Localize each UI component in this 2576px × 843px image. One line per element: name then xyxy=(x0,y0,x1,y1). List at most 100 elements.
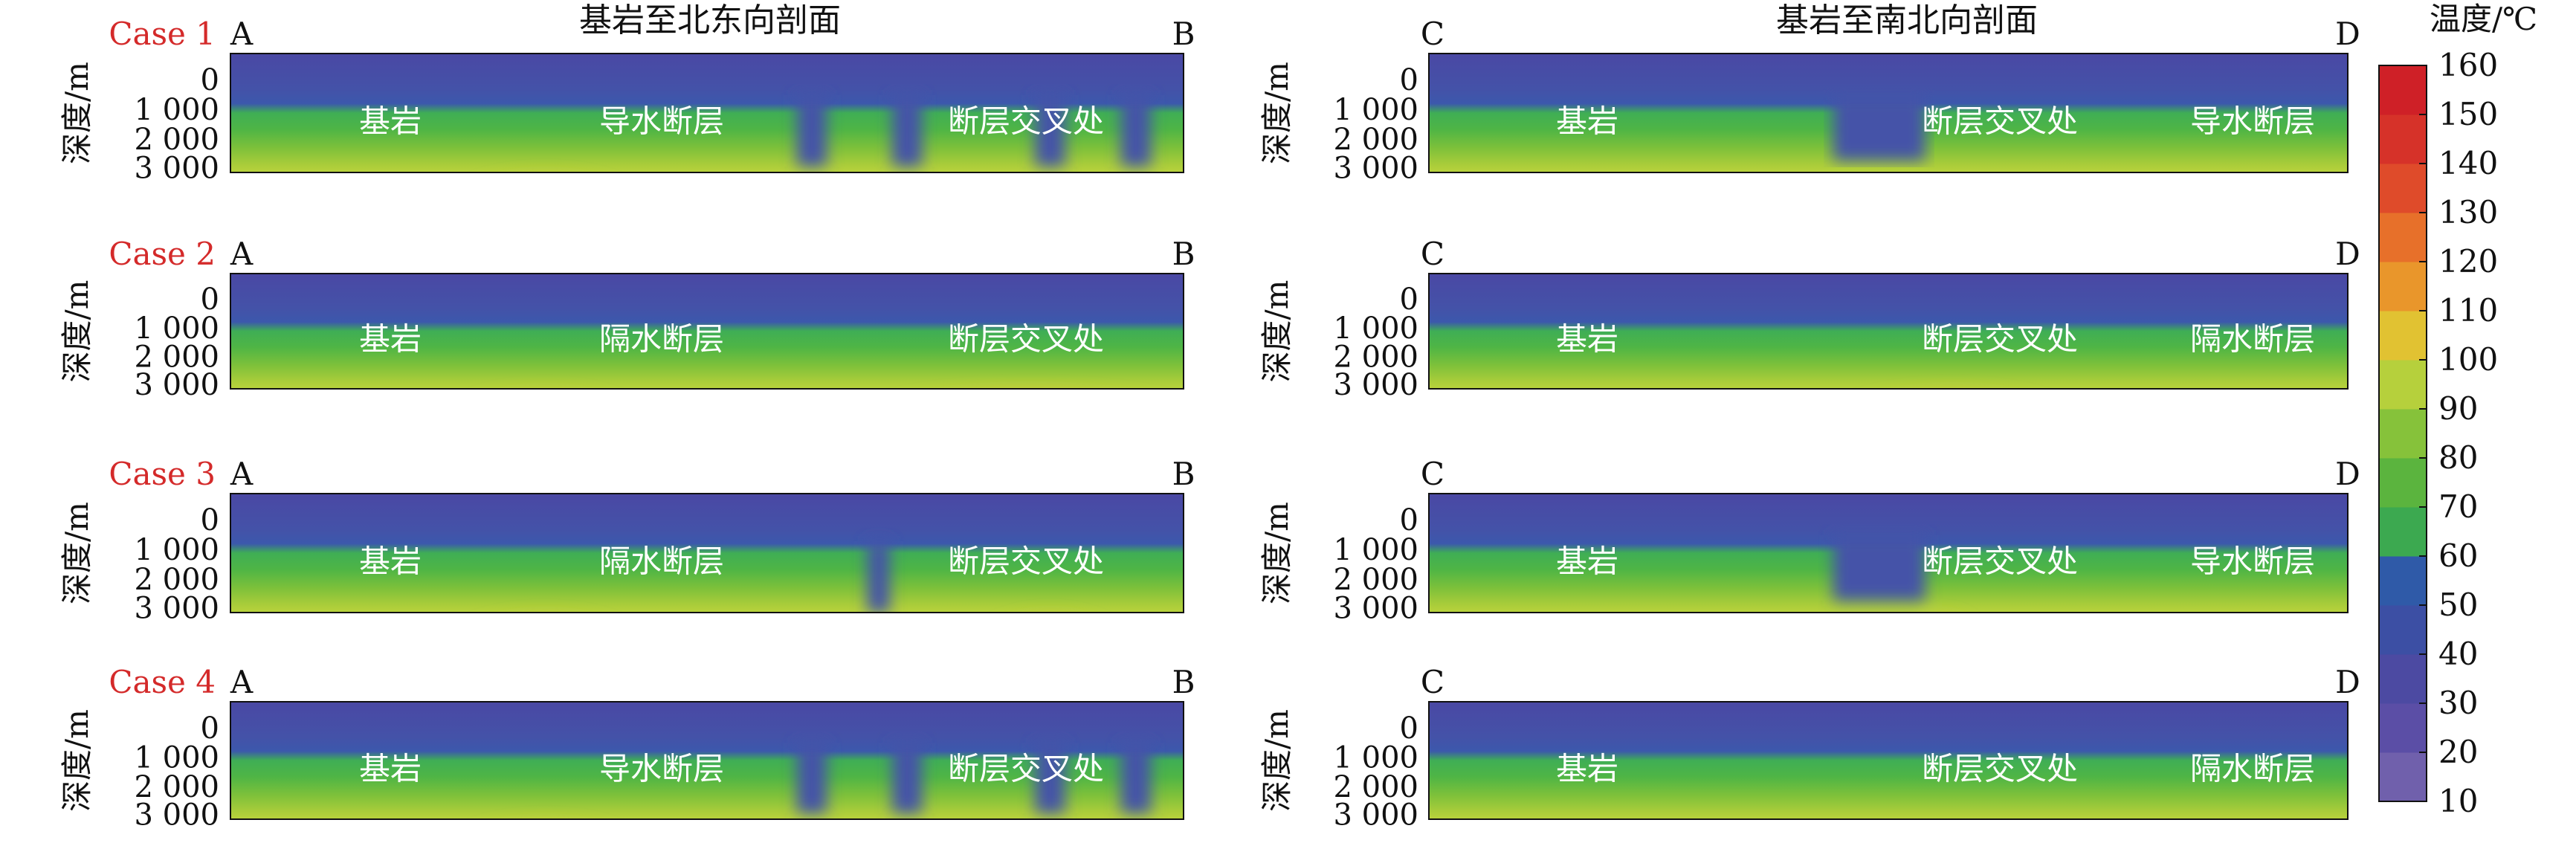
colorbar-bin xyxy=(2379,164,2427,213)
region-label: 隔水断层 xyxy=(599,543,724,580)
cold-incursion xyxy=(1120,743,1151,814)
section-start-label: A xyxy=(230,236,254,272)
colorbar-bin xyxy=(2379,752,2427,802)
colorbar-tick-label: 90 xyxy=(2438,390,2478,427)
colorbar-bin xyxy=(2379,262,2427,311)
heatmap-field xyxy=(230,702,1184,819)
y-tick-label: 0 xyxy=(1400,282,1418,317)
region-label: 断层交叉处 xyxy=(948,543,1104,580)
y-tick-label: 0 xyxy=(201,282,219,317)
region-label: 隔水断层 xyxy=(2190,320,2315,357)
colorbar-bin xyxy=(2379,409,2427,459)
y-tick-label: 3 000 xyxy=(1333,368,1418,402)
colorbar-tick-label: 80 xyxy=(2438,439,2478,476)
region-label: 断层交叉处 xyxy=(1922,320,2078,357)
region-label: 基岩 xyxy=(359,543,422,580)
region-label: 断层交叉处 xyxy=(1922,103,2078,140)
y-tick-label: 2 000 xyxy=(134,563,219,597)
plot-frame xyxy=(1428,53,2349,173)
colorbar-tick-label: 10 xyxy=(2438,783,2478,819)
y-axis-label: 深度/m xyxy=(1259,280,1295,383)
y-axis-label: 深度/m xyxy=(1259,502,1295,604)
colorbar-frame xyxy=(2378,65,2427,802)
temperature-gradient xyxy=(230,702,1184,819)
section-end-label: B xyxy=(1172,456,1195,492)
section-end-label: D xyxy=(2335,664,2360,700)
region-label: 基岩 xyxy=(1556,320,1618,357)
heatmap-field xyxy=(1429,494,2348,613)
colorbar-bin xyxy=(2379,114,2427,164)
colorbar-tick-label: 150 xyxy=(2438,96,2498,132)
cold-incursion xyxy=(797,743,827,814)
temperature-gradient xyxy=(230,54,1184,172)
colorbar-tick-label: 130 xyxy=(2438,194,2498,230)
colorbar-bin xyxy=(2379,360,2427,410)
region-label: 基岩 xyxy=(1556,103,1618,140)
temperature-gradient xyxy=(1429,702,2348,819)
plot-frame xyxy=(230,701,1184,820)
y-tick-label: 3 000 xyxy=(134,368,219,402)
plot-frame xyxy=(230,493,1184,613)
section-end-label: D xyxy=(2335,236,2360,272)
cold-incursion xyxy=(892,95,923,167)
colorbar-tick-label: 60 xyxy=(2438,537,2478,574)
region-label: 导水断层 xyxy=(2190,103,2315,140)
y-tick-label: 3 000 xyxy=(1333,798,1418,833)
colorbar-bin xyxy=(2379,605,2427,655)
y-tick-label: 1 000 xyxy=(134,311,219,346)
colorbar-bin xyxy=(2379,311,2427,361)
y-axis-label: 深度/m xyxy=(1259,62,1295,164)
heatmap-field xyxy=(230,274,1184,389)
colorbar-bin xyxy=(2379,556,2427,606)
y-tick-label: 1 000 xyxy=(134,93,219,127)
colorbar-bin xyxy=(2379,458,2427,508)
bedrock-warm-zone xyxy=(449,579,641,613)
region-label: 导水断层 xyxy=(599,103,724,140)
section-end-label: D xyxy=(2335,16,2360,52)
y-axis-label: 深度/m xyxy=(1259,709,1295,812)
section-start-label: C xyxy=(1421,16,1444,52)
colorbar-bin xyxy=(2379,65,2427,115)
colorbar-bin xyxy=(2379,213,2427,262)
bedrock-warm-zone xyxy=(449,786,641,819)
plot-frame xyxy=(230,53,1184,173)
cold-incursion xyxy=(1035,95,1065,167)
section-start-label: A xyxy=(230,456,254,492)
section-end-label: D xyxy=(2335,456,2360,492)
y-tick-label: 0 xyxy=(201,503,219,537)
y-tick-label: 1 000 xyxy=(1333,311,1418,346)
colorbar-tick-label: 40 xyxy=(2438,636,2478,672)
colorbar-bin xyxy=(2379,507,2427,557)
colorbar-bin xyxy=(2379,703,2427,753)
heatmap-field xyxy=(1429,702,2348,819)
colorbar-tick-label: 50 xyxy=(2438,587,2478,623)
y-tick-label: 2 000 xyxy=(134,770,219,804)
section-end-label: B xyxy=(1172,16,1195,52)
y-tick-label: 3 000 xyxy=(134,592,219,626)
section-start-label: A xyxy=(230,664,254,700)
y-axis-label: 深度/m xyxy=(59,280,95,383)
fault-intersection-warm-zone xyxy=(1906,583,1981,613)
region-label: 断层交叉处 xyxy=(1922,750,2078,787)
fault-intersection-hot-zone xyxy=(955,547,1146,613)
y-tick-label: 2 000 xyxy=(1333,123,1418,157)
plot-frame xyxy=(230,273,1184,390)
colorbar-bin xyxy=(2379,654,2427,704)
colorbar-tick-label: 100 xyxy=(2438,341,2498,378)
y-tick-label: 3 000 xyxy=(134,798,219,833)
colorbar-title: 温度/℃ xyxy=(2430,1,2537,37)
region-label: 断层交叉处 xyxy=(1922,543,2078,580)
colorbar-tick-label: 140 xyxy=(2438,145,2498,181)
region-label: 基岩 xyxy=(359,750,422,787)
colorbar-tick-label: 70 xyxy=(2438,488,2478,525)
cold-incursion xyxy=(797,95,827,167)
y-tick-label: 2 000 xyxy=(134,123,219,157)
cold-incursion xyxy=(1120,95,1151,167)
right-section-title: 基岩至南北向剖面 xyxy=(1776,1,2038,39)
fault-intersection-hot-zone xyxy=(821,337,1184,389)
